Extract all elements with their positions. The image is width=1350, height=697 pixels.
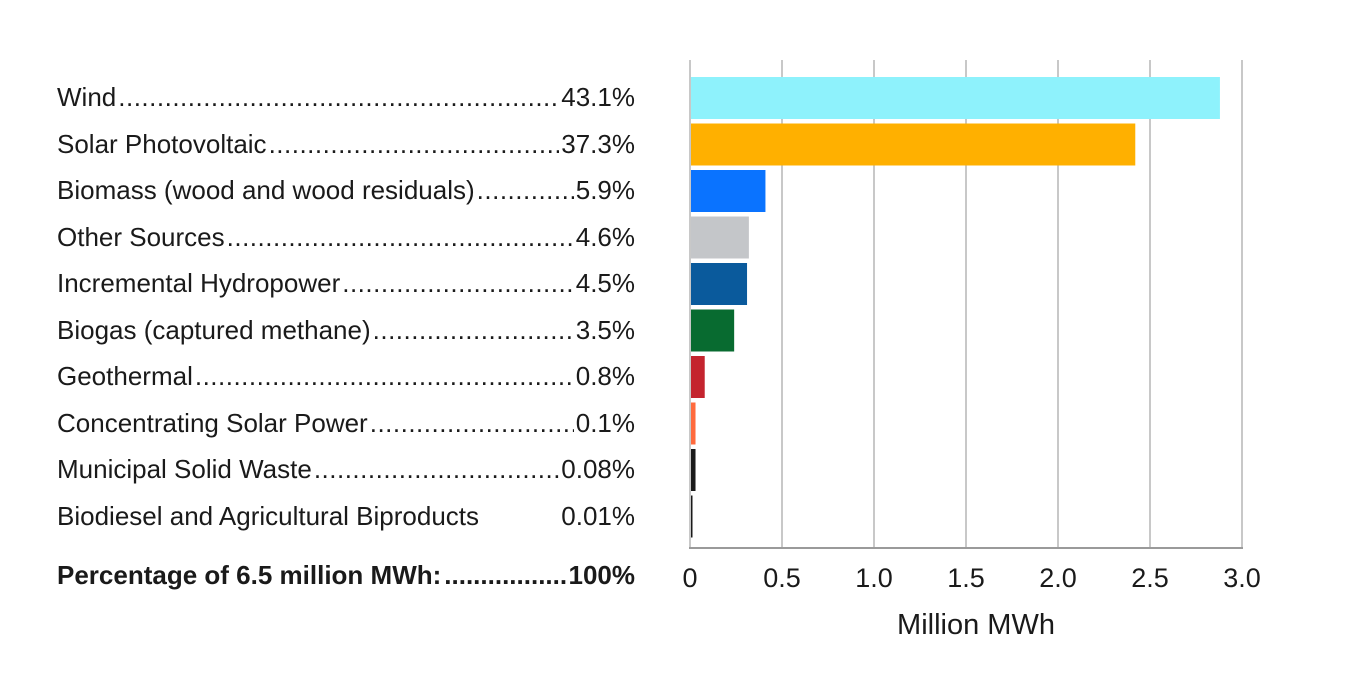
bar-8: [690, 402, 696, 445]
x-tick-label: 0.5: [763, 563, 801, 593]
legend-percent: 3.5%: [575, 314, 635, 345]
legend-row: Other Sources 4.6%: [57, 214, 635, 261]
legend-label: Biogas (captured methane): [57, 314, 371, 345]
legend-row: Biogas (captured methane) 3.5%: [57, 307, 635, 354]
legend-row: Geothermal 0.8%: [57, 353, 635, 400]
legend-label: Other Sources: [57, 221, 225, 252]
legend-row: Biomass (wood and wood residuals) 5.9%: [57, 167, 635, 214]
legend-row: Concentrating Solar Power 0.1%: [57, 400, 635, 447]
legend-table: Wind 43.1% Solar Photovoltaic 37.3% Biomass …: [57, 74, 635, 539]
legend-label: Municipal Solid Waste: [57, 454, 312, 484]
legend-row: Municipal Solid Waste 0.08%: [57, 446, 635, 493]
legend-percent: 0.8%: [575, 361, 635, 391]
legend-label: Wind: [57, 82, 117, 112]
legend-percent: 37.3%: [561, 128, 635, 159]
x-tick-label: 3.0: [1223, 563, 1261, 593]
legend-percent: 0.08%: [561, 454, 635, 484]
x-axis-label: Million MWh: [897, 609, 1055, 641]
legend-percent: 0.01%: [561, 500, 635, 531]
legend-label: Incremental Hydropower: [57, 268, 341, 298]
bar-7: [690, 356, 705, 398]
x-tick-label: 2.5: [1131, 563, 1169, 593]
bar-6: [690, 309, 735, 352]
bar-9: [690, 449, 696, 491]
total-value: 100%: [568, 560, 636, 590]
bar-2: [690, 123, 1136, 166]
bar-10: [690, 495, 693, 538]
legend-label: Biomass (wood and wood residuals): [57, 175, 475, 205]
legend-percent: 0.1%: [575, 407, 635, 438]
legend-row: Biodiesel and Agricultural Biproducts 0.0…: [57, 493, 635, 540]
legend-percent: 43.1%: [561, 82, 635, 112]
total-label: Percentage of 6.5 million MWh:: [57, 560, 442, 590]
legend-label: Biodiesel and Agricultural Biproducts: [57, 500, 480, 531]
x-tick-label: 2.0: [1039, 563, 1077, 593]
legend-label: Solar Photovoltaic: [57, 128, 267, 159]
x-tick-label: 0: [682, 563, 697, 593]
legend-row: Incremental Hydropower 4.5%: [57, 260, 635, 307]
bar-3: [690, 170, 766, 212]
bar-1: [690, 77, 1220, 119]
legend-percent: 4.5%: [575, 268, 635, 298]
legend-percent: 4.6%: [575, 221, 635, 252]
bar-5: [690, 263, 748, 305]
bar-4: [690, 216, 749, 259]
x-tick-label: 1.5: [947, 563, 985, 593]
legend-label: Geothermal: [57, 361, 193, 391]
legend-label: Concentrating Solar Power: [57, 407, 368, 438]
legend-percent: 5.9%: [575, 175, 635, 205]
legend-row: Solar Photovoltaic 37.3%: [57, 121, 635, 168]
x-tick-label: 1.0: [855, 563, 893, 593]
total-row: Percentage of 6.5 million MWh: 100%: [57, 552, 635, 598]
legend-row: Wind 43.1%: [57, 74, 635, 121]
